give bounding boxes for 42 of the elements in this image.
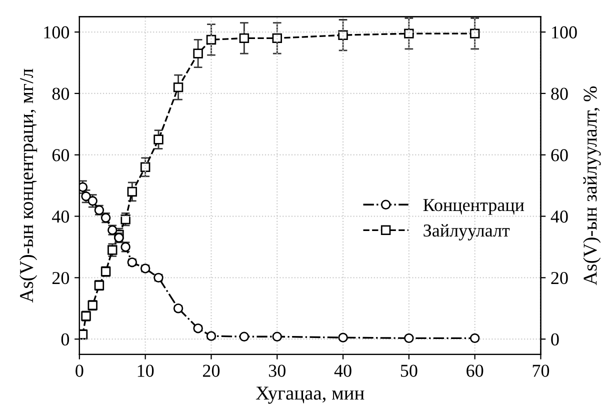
y2-tick-label: 60 [551, 149, 568, 162]
point [338, 332, 348, 342]
point [404, 333, 414, 344]
y2-tick-label: 0 [551, 333, 559, 346]
y-tick-label: 80 [52, 88, 70, 100]
x-tick-label: 10 [138, 364, 154, 377]
y-tick-label: 60 [52, 149, 70, 162]
point [154, 134, 164, 144]
x-axis-title: Хугацаа, мин [256, 386, 364, 404]
x-tick-label: 30 [268, 364, 286, 377]
y2-tick-label: 40 [550, 210, 568, 223]
point [272, 332, 282, 342]
y2-tick-label: 80 [551, 88, 568, 100]
point [470, 333, 480, 344]
point [193, 48, 203, 58]
y2-tick-label: 100 [552, 26, 577, 38]
x-tick-label: 20 [202, 364, 220, 377]
x-tick-label: 60 [466, 364, 484, 377]
y-axis-title: As(V)-ын концентраци, мг/л [19, 68, 38, 303]
y-tick-label: 20 [52, 272, 70, 284]
point [239, 332, 250, 342]
y-tick-label: 100 [44, 26, 70, 38]
point [140, 162, 150, 172]
point [338, 30, 348, 40]
y2-tick-label: 20 [551, 272, 568, 284]
point [404, 28, 414, 38]
point [127, 186, 138, 197]
y-tick-label: 40 [52, 210, 70, 223]
point [272, 33, 282, 44]
y-tick-label: 0 [61, 333, 70, 346]
point [239, 33, 250, 44]
point [173, 82, 184, 92]
x-tick-label: 0 [76, 364, 84, 377]
point [79, 330, 88, 340]
y2-axis-title: As(V)-ын зайлуулалт, % [583, 86, 601, 286]
point [470, 28, 480, 38]
x-tick-label: 40 [334, 364, 352, 377]
point [206, 34, 216, 45]
legend-label: Зайлуулалт [424, 224, 510, 240]
x-tick-label: 50 [400, 364, 418, 377]
legend-label: Концентраци [423, 199, 524, 215]
x-tick-label: 70 [532, 364, 550, 377]
